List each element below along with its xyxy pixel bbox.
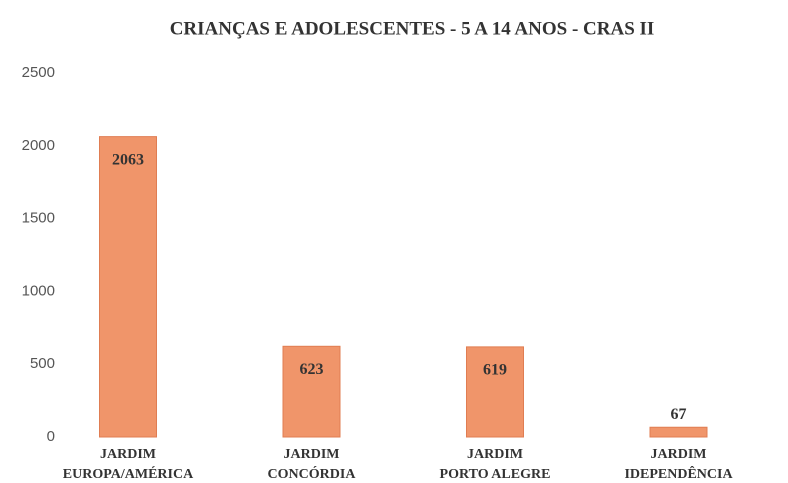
- data-label: 619: [483, 362, 507, 379]
- y-tick-label: 0: [47, 428, 55, 445]
- x-tick-label: JARDIM IDEPENDÊNCIA: [624, 447, 733, 482]
- y-tick-label: 2500: [22, 64, 55, 81]
- x-tick-label: JARDIM CONCÓRDIA: [267, 447, 356, 482]
- chart-title: CRIANÇAS E ADOLESCENTES - 5 A 14 ANOS - …: [170, 18, 655, 39]
- x-tick-label: JARDIM EUROPA/AMÉRICA: [62, 447, 194, 482]
- y-tick-label: 1000: [22, 282, 55, 299]
- bar: [99, 136, 157, 438]
- y-tick-label: 500: [30, 355, 55, 372]
- bar: [282, 345, 341, 438]
- data-label: 623: [300, 361, 324, 378]
- y-tick-label: 2000: [22, 137, 55, 154]
- bar: [649, 426, 708, 438]
- y-tick-label: 1500: [22, 210, 55, 227]
- bar: [466, 346, 524, 438]
- data-label: 2063: [112, 151, 144, 168]
- x-tick-label: JARDIM PORTO ALEGRE: [439, 447, 551, 482]
- data-label: 67: [671, 406, 687, 423]
